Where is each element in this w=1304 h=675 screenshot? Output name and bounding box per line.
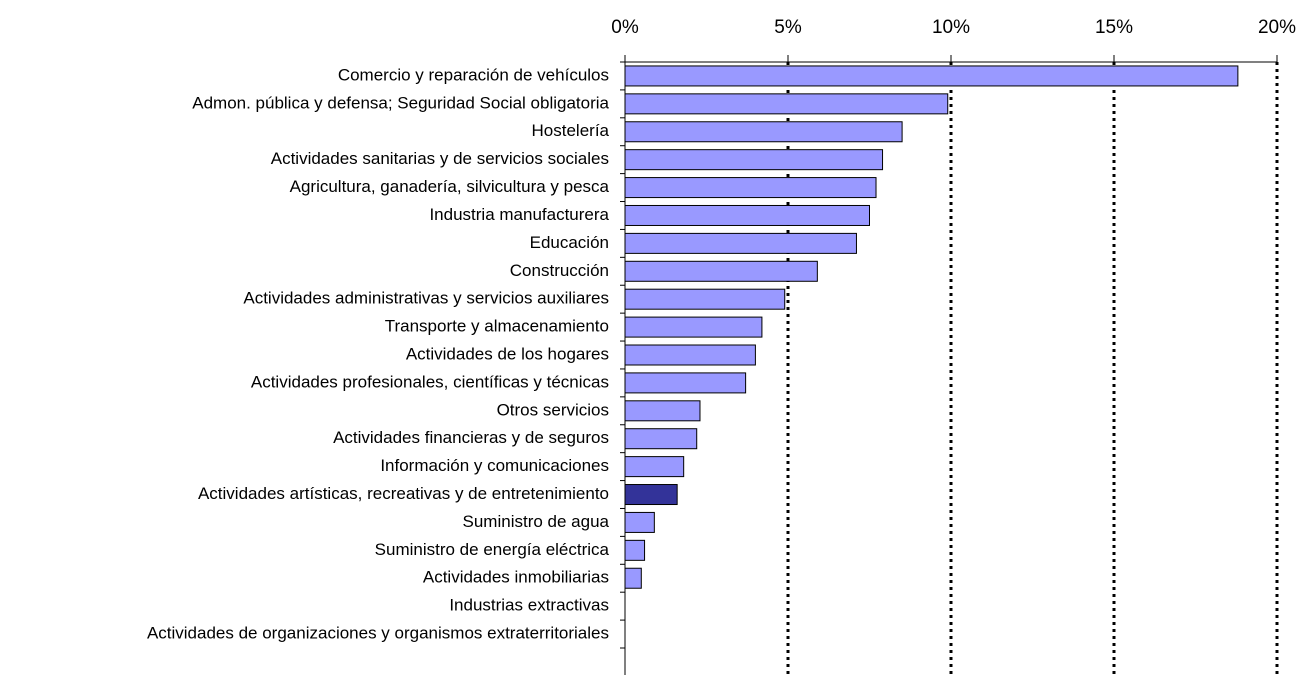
y-tick-label: Actividades financieras y de seguros [333, 428, 609, 447]
bar [624, 567, 642, 589]
bar [624, 260, 818, 282]
x-tick-label: 5% [774, 17, 802, 38]
bar [624, 288, 786, 310]
y-tick-label: Industrias extractivas [449, 596, 609, 615]
x-tick-label: 10% [932, 17, 970, 38]
bar [624, 484, 678, 506]
y-tick-label: Actividades inmobiliarias [423, 568, 609, 587]
y-tick-label: Actividades de organizaciones y organism… [147, 624, 609, 643]
y-tick-label: Transporte y almacenamiento [385, 317, 609, 336]
bar [624, 121, 903, 143]
y-tick-label: Hostelería [532, 121, 610, 140]
bar [624, 456, 685, 478]
bar [624, 400, 701, 422]
y-tick-label: Actividades artísticas, recreativas y de… [198, 484, 609, 503]
bar [624, 511, 655, 533]
y-tick-label: Agricultura, ganadería, silvicultura y p… [290, 177, 610, 196]
bar [624, 204, 870, 226]
y-tick-label: Educación [530, 233, 609, 252]
bar [624, 539, 646, 561]
y-tick-label: Actividades profesionales, científicas y… [251, 372, 609, 391]
y-tick-label: Actividades sanitarias y de servicios so… [271, 149, 609, 168]
x-tick-label: 15% [1095, 17, 1133, 38]
y-tick-label: Información y comunicaciones [380, 456, 609, 475]
y-tick-label: Otros servicios [497, 400, 609, 419]
bar [624, 372, 747, 394]
x-tick-label: 20% [1258, 17, 1296, 38]
y-tick-label: Comercio y reparación de vehículos [338, 65, 609, 84]
bar [624, 428, 698, 450]
y-tick-label: Actividades administrativas y servicios … [243, 289, 609, 308]
bar [624, 232, 857, 254]
bar [624, 93, 949, 115]
x-tick-label: 0% [611, 17, 639, 38]
y-tick-label: Actividades de los hogares [406, 344, 609, 363]
bar [624, 149, 884, 171]
y-tick-label: Construcción [510, 261, 609, 280]
y-tick-label: Industria manufacturera [429, 205, 609, 224]
bar [624, 65, 1239, 87]
y-tick-label: Suministro de agua [463, 512, 610, 531]
bar [624, 344, 756, 366]
y-tick-label: Admon. pública y defensa; Seguridad Soci… [192, 93, 609, 112]
bar [624, 177, 877, 199]
bar [624, 316, 763, 338]
y-tick-label: Suministro de energía eléctrica [375, 540, 610, 559]
